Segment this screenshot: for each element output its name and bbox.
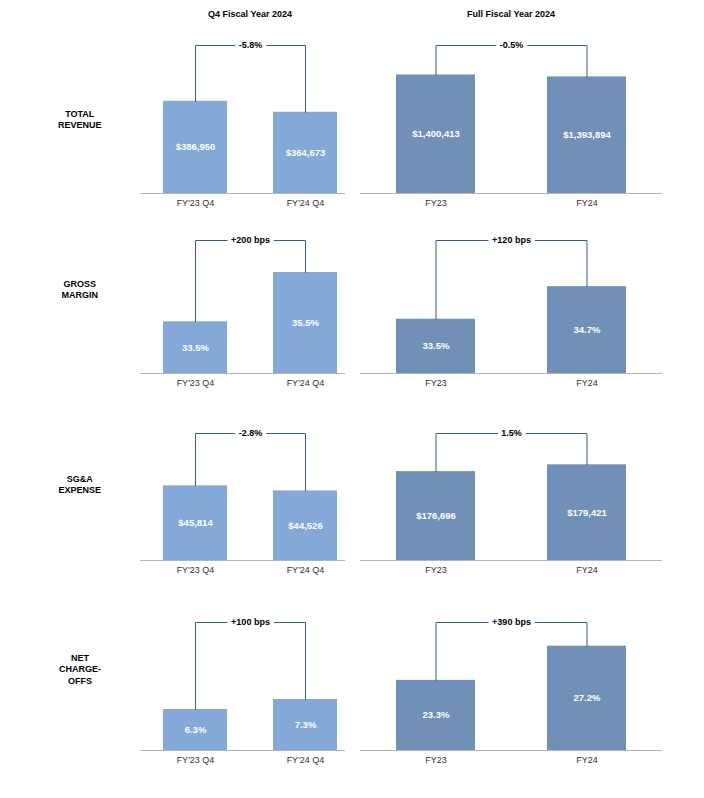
svg-text:FY23: FY23	[425, 755, 447, 765]
svg-text:FY'23 Q4: FY'23 Q4	[177, 378, 215, 388]
svg-text:+120 bps: +120 bps	[492, 235, 531, 245]
html-text:TOTAL REVENUE: TOTAL REVENUE	[58, 108, 102, 130]
svg-text:35.5%: 35.5%	[292, 317, 319, 328]
svg-text:$1,400,413: $1,400,413	[412, 128, 460, 139]
svg-text:FY23: FY23	[425, 378, 447, 388]
svg-text:-0.5%: -0.5%	[500, 40, 524, 50]
svg-text:FY'24 Q4: FY'24 Q4	[287, 565, 325, 575]
svg-text:$45,814: $45,814	[178, 517, 213, 528]
svg-text:FY24: FY24	[576, 378, 598, 388]
svg-text:$179,421: $179,421	[567, 507, 607, 518]
svg-text:FY24: FY24	[576, 565, 598, 575]
html-text:Full Fiscal Year 2024: Full Fiscal Year 2024	[467, 9, 555, 19]
svg-text:$44,526: $44,526	[288, 520, 322, 531]
svg-text:FY'23 Q4: FY'23 Q4	[177, 565, 215, 575]
html-text:SG&A EXPENSE: SG&A EXPENSE	[58, 473, 101, 495]
html-text:GROSS MARGIN: GROSS MARGIN	[61, 278, 98, 300]
svg-text:6.3%: 6.3%	[185, 724, 207, 735]
svg-text:FY24: FY24	[576, 198, 598, 208]
svg-text:$1,393,894: $1,393,894	[563, 129, 611, 140]
svg-text:23.3%: 23.3%	[423, 709, 450, 720]
svg-text:-5.8%: -5.8%	[239, 40, 263, 50]
svg-text:33.5%: 33.5%	[182, 342, 209, 353]
svg-text:33.5%: 33.5%	[423, 340, 450, 351]
svg-text:FY'24 Q4: FY'24 Q4	[287, 198, 325, 208]
svg-text:FY23: FY23	[425, 198, 447, 208]
svg-text:$386,950: $386,950	[176, 141, 216, 152]
svg-text:FY'23 Q4: FY'23 Q4	[177, 755, 215, 765]
svg-text:7.3%: 7.3%	[295, 719, 317, 730]
svg-text:FY23: FY23	[425, 565, 447, 575]
svg-text:FY'24 Q4: FY'24 Q4	[287, 378, 325, 388]
svg-text:$176,696: $176,696	[416, 510, 456, 521]
svg-text:+200 bps: +200 bps	[231, 235, 270, 245]
svg-text:FY'23 Q4: FY'23 Q4	[177, 198, 215, 208]
svg-text:+390 bps: +390 bps	[492, 617, 531, 627]
html-text:Q4 Fiscal Year 2024: Q4 Fiscal Year 2024	[208, 9, 292, 19]
svg-text:$364,673: $364,673	[286, 147, 326, 158]
svg-text:FY'24 Q4: FY'24 Q4	[287, 755, 325, 765]
svg-text:1.5%: 1.5%	[501, 428, 522, 438]
svg-text:27.2%: 27.2%	[574, 692, 601, 703]
svg-text:34.7%: 34.7%	[574, 324, 601, 335]
html-text:NET CHARGE-OFFS: NET CHARGE-OFFS	[59, 653, 101, 686]
svg-text:FY24: FY24	[576, 755, 598, 765]
svg-text:+100 bps: +100 bps	[231, 617, 270, 627]
svg-text:-2.8%: -2.8%	[239, 428, 263, 438]
